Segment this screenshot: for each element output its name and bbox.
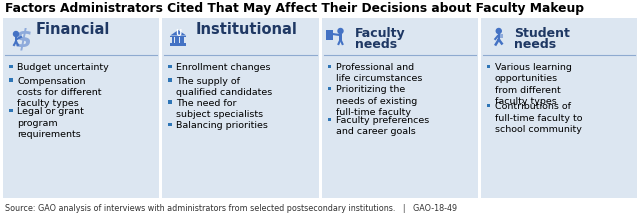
Text: Source: GAO analysis of interviews with administrators from selected postseconda: Source: GAO analysis of interviews with … bbox=[5, 204, 457, 213]
Text: Enrollment changes: Enrollment changes bbox=[176, 63, 271, 72]
Bar bbox=[500, 34, 503, 38]
Bar bbox=[328, 118, 331, 121]
Bar bbox=[168, 100, 172, 104]
Text: needs: needs bbox=[355, 38, 397, 51]
FancyArrow shape bbox=[497, 34, 500, 39]
Bar bbox=[328, 65, 331, 68]
FancyArrow shape bbox=[339, 34, 342, 39]
Text: Student: Student bbox=[514, 27, 570, 40]
Bar bbox=[9, 65, 13, 68]
Text: Contributions of
full-time faculty to
school community: Contributions of full-time faculty to sc… bbox=[495, 102, 582, 134]
Circle shape bbox=[13, 32, 19, 37]
Bar bbox=[168, 78, 172, 82]
Text: Professional and
life circumstances: Professional and life circumstances bbox=[335, 63, 422, 83]
Text: Budget uncertainty: Budget uncertainty bbox=[17, 63, 109, 72]
Bar bbox=[9, 78, 13, 82]
Text: U: U bbox=[175, 29, 181, 38]
Bar bbox=[170, 35, 186, 37]
Bar bbox=[168, 122, 172, 126]
Text: The need for
subject specialists: The need for subject specialists bbox=[176, 99, 264, 119]
Text: The supply of
qualified candidates: The supply of qualified candidates bbox=[176, 77, 273, 97]
FancyBboxPatch shape bbox=[481, 18, 637, 198]
FancyArrow shape bbox=[15, 37, 17, 41]
Bar bbox=[9, 109, 13, 112]
Text: Faculty: Faculty bbox=[355, 27, 405, 40]
Circle shape bbox=[496, 28, 501, 34]
FancyBboxPatch shape bbox=[163, 18, 319, 198]
Bar bbox=[487, 65, 490, 68]
Text: Compensation
costs for different
faculty types: Compensation costs for different faculty… bbox=[17, 77, 102, 108]
Text: Various learning
opportunities
from different
faculty types: Various learning opportunities from diff… bbox=[495, 63, 572, 106]
Bar bbox=[175, 36, 177, 43]
Text: Prioritizing the
needs of existing
full-time faculty: Prioritizing the needs of existing full-… bbox=[335, 85, 417, 117]
Text: Institutional: Institutional bbox=[195, 23, 297, 37]
Bar bbox=[172, 36, 174, 43]
Bar bbox=[177, 36, 179, 43]
Text: Faculty preferences
and career goals: Faculty preferences and career goals bbox=[335, 116, 429, 136]
Polygon shape bbox=[170, 30, 186, 35]
Bar bbox=[170, 43, 186, 46]
Text: Financial: Financial bbox=[36, 23, 110, 37]
Bar bbox=[182, 36, 184, 43]
Circle shape bbox=[338, 28, 343, 34]
Bar bbox=[168, 65, 172, 68]
Text: Balancing priorities: Balancing priorities bbox=[176, 121, 268, 130]
Bar bbox=[328, 87, 331, 90]
FancyBboxPatch shape bbox=[321, 18, 477, 198]
Bar bbox=[487, 104, 490, 107]
Bar bbox=[180, 36, 182, 43]
Text: Factors Administrators Cited That May Affect Their Decisions about Faculty Makeu: Factors Administrators Cited That May Af… bbox=[5, 2, 584, 15]
Bar bbox=[326, 30, 333, 40]
Text: $: $ bbox=[14, 28, 32, 52]
Text: Legal or grant
program
requirements: Legal or grant program requirements bbox=[17, 107, 84, 139]
Text: needs: needs bbox=[514, 38, 556, 51]
FancyBboxPatch shape bbox=[3, 18, 159, 198]
